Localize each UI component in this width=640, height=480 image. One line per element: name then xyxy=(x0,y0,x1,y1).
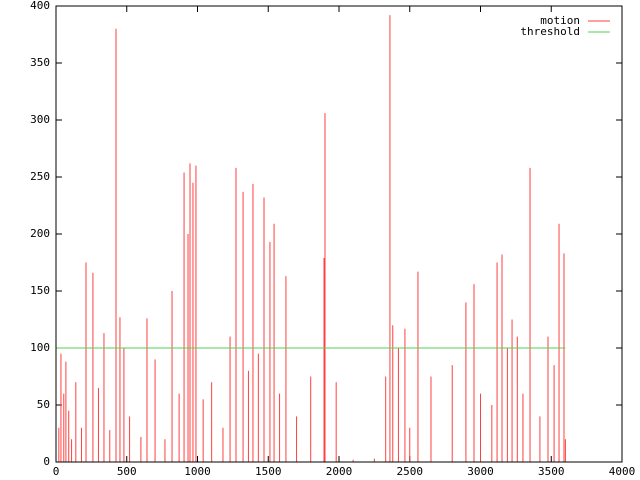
y-tick-label: 200 xyxy=(30,227,50,240)
y-tick-label: 400 xyxy=(30,0,50,12)
x-tick-label: 1000 xyxy=(184,465,211,478)
y-tick-label: 300 xyxy=(30,113,50,126)
legend-label: motion xyxy=(540,14,580,27)
x-tick-label: 500 xyxy=(117,465,137,478)
y-tick-label: 50 xyxy=(37,398,50,411)
x-tick-label: 1500 xyxy=(255,465,282,478)
y-tick-label: 100 xyxy=(30,341,50,354)
y-tick-label: 150 xyxy=(30,284,50,297)
y-tick-label: 250 xyxy=(30,170,50,183)
y-tick-label: 0 xyxy=(43,455,50,468)
x-tick-label: 3500 xyxy=(538,465,565,478)
plot-frame xyxy=(55,5,623,463)
legend-label: threshold xyxy=(520,25,580,38)
x-tick-label: 2000 xyxy=(326,465,353,478)
x-tick-label: 0 xyxy=(53,465,60,478)
x-tick-label: 3000 xyxy=(467,465,494,478)
y-tick-label: 350 xyxy=(30,56,50,69)
x-tick-label: 4000 xyxy=(609,465,636,478)
x-tick-label: 2500 xyxy=(397,465,424,478)
